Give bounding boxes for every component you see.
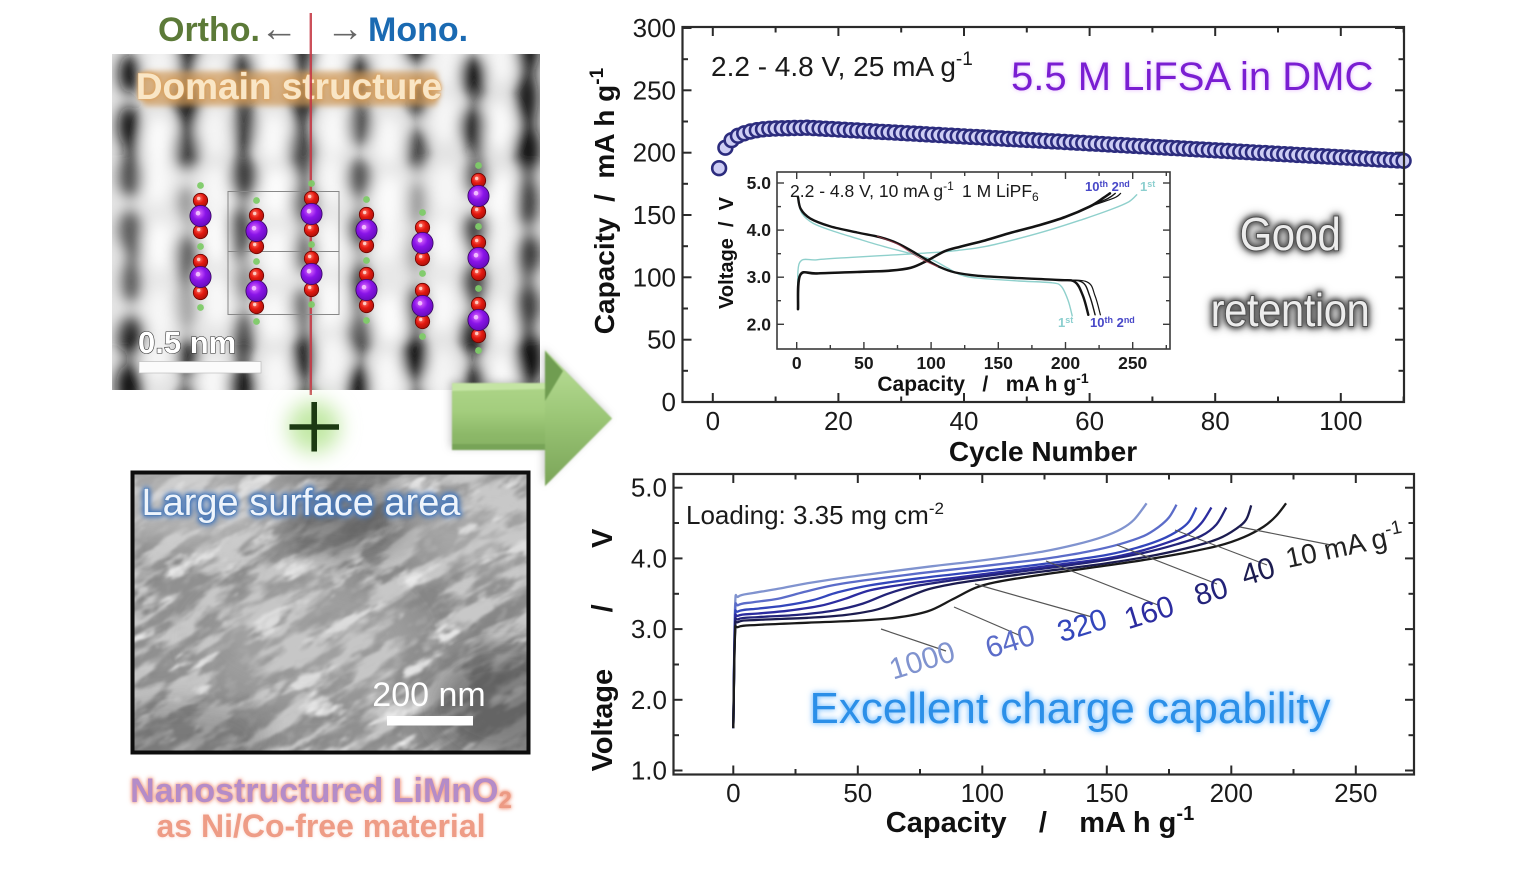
svg-text:100: 100 [916, 353, 945, 373]
svg-text:1 M LiPF6: 1 M LiPF6 [962, 181, 1039, 204]
svg-text:2.2 - 4.8 V, 25 mA g-1: 2.2 - 4.8 V, 25 mA g-1 [711, 49, 973, 82]
svg-text:4.0: 4.0 [747, 220, 772, 240]
svg-text:250: 250 [633, 75, 676, 105]
svg-text:250: 250 [1334, 778, 1377, 808]
svg-text:0: 0 [792, 353, 802, 373]
svg-text:1.0: 1.0 [631, 756, 667, 786]
svg-text:0.5 nm: 0.5 nm [138, 325, 236, 360]
svg-text:Loading: 3.35 mg cm-2: Loading: 3.35 mg cm-2 [686, 499, 944, 530]
svg-text:10th 2nd: 10th 2nd [1090, 315, 1135, 330]
svg-text:Mono.: Mono. [368, 11, 468, 49]
svg-text:Capacity / mA h g-1: Capacity / mA h g-1 [877, 370, 1088, 396]
svg-text:5.0: 5.0 [631, 473, 667, 503]
svg-text:3.0: 3.0 [747, 267, 772, 287]
svg-text:100: 100 [1319, 406, 1362, 436]
svg-text:60: 60 [1075, 406, 1104, 436]
svg-text:as Ni/Co-free material: as Ni/Co-free material [156, 808, 485, 844]
svg-text:Voltage / V: Voltage / V [716, 196, 738, 309]
svg-text:100: 100 [633, 262, 676, 292]
svg-text:Excellent charge capability: Excellent charge capability [810, 684, 1331, 733]
svg-text:→: → [326, 8, 364, 50]
svg-text:3.0: 3.0 [631, 614, 667, 644]
svg-text:Capacity / mA h g-1: Capacity / mA h g-1 [587, 67, 620, 334]
svg-text:80: 80 [1201, 406, 1230, 436]
svg-text:retention: retention [1211, 285, 1370, 336]
svg-text:5.0: 5.0 [747, 173, 772, 193]
svg-text:100: 100 [961, 778, 1004, 808]
svg-text:Capacity / mA h g-1: Capacity / mA h g-1 [886, 803, 1194, 839]
svg-text:4.0: 4.0 [631, 543, 667, 573]
svg-text:0: 0 [662, 387, 676, 417]
svg-text:2.2 - 4.8 V, 10 mA g-1: 2.2 - 4.8 V, 10 mA g-1 [790, 179, 954, 201]
svg-text:150: 150 [1085, 778, 1128, 808]
svg-text:Cycle Number: Cycle Number [949, 436, 1137, 467]
svg-text:Voltage / V: Voltage / V [587, 528, 619, 771]
svg-text:50: 50 [647, 325, 676, 355]
svg-text:Nanostructured LiMnO2: Nanostructured LiMnO2 [130, 772, 512, 814]
svg-text:2.0: 2.0 [747, 314, 772, 334]
svg-text:250: 250 [1118, 353, 1147, 373]
svg-text:Large surface area: Large surface area [142, 482, 462, 524]
svg-text:10th 2nd: 10th 2nd [1085, 179, 1130, 194]
svg-text:20: 20 [824, 406, 853, 436]
svg-text:Ortho.: Ortho. [158, 11, 260, 49]
svg-text:200 nm: 200 nm [372, 676, 485, 714]
svg-text:50: 50 [843, 778, 872, 808]
svg-text:5.5 M LiFSA in DMC: 5.5 M LiFSA in DMC [1011, 55, 1373, 99]
svg-text:300: 300 [633, 13, 676, 43]
svg-text:←: ← [260, 8, 298, 50]
svg-text:150: 150 [633, 200, 676, 230]
svg-text:0: 0 [726, 778, 740, 808]
svg-text:Good: Good [1240, 209, 1341, 260]
svg-text:Domain structure: Domain structure [136, 66, 442, 107]
svg-text:200: 200 [1210, 778, 1253, 808]
svg-text:2.0: 2.0 [631, 685, 667, 715]
svg-text:200: 200 [633, 138, 676, 168]
svg-text:150: 150 [984, 353, 1013, 373]
svg-text:50: 50 [854, 353, 874, 373]
svg-text:200: 200 [1051, 353, 1080, 373]
svg-text:40: 40 [950, 406, 979, 436]
svg-text:0: 0 [706, 406, 720, 436]
